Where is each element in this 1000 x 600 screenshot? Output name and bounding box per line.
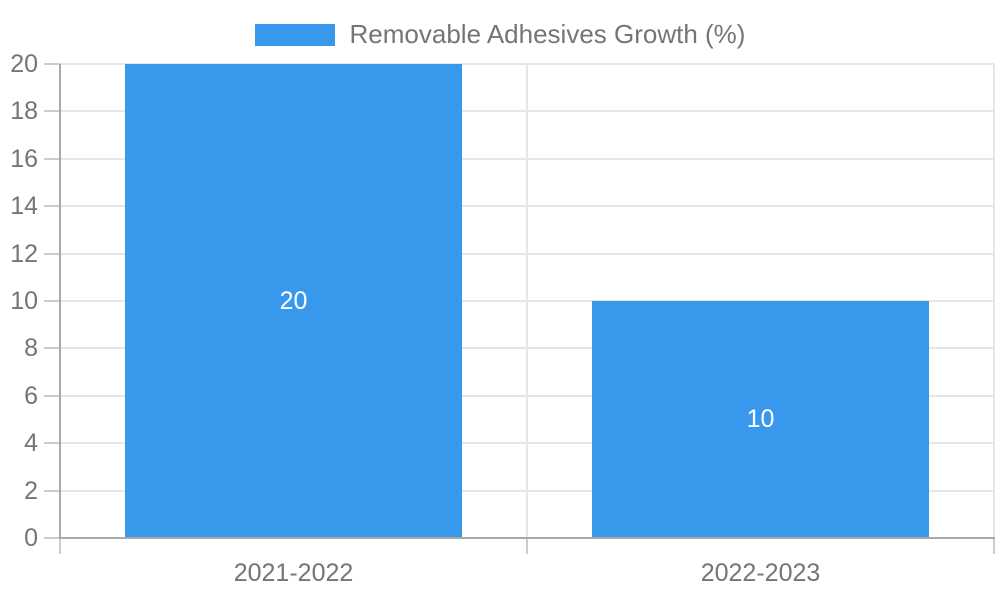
x-axis-tick bbox=[59, 538, 61, 554]
x-axis-tick bbox=[526, 538, 528, 554]
y-axis-tick-label: 6 bbox=[24, 381, 38, 410]
y-axis-tick bbox=[44, 489, 60, 492]
y-axis-tick bbox=[44, 537, 60, 539]
y-axis-tick bbox=[44, 442, 60, 445]
y-axis-tick-label: 8 bbox=[24, 334, 38, 363]
x-axis-line bbox=[59, 537, 995, 539]
y-axis-tick bbox=[44, 394, 60, 397]
y-axis-tick-label: 16 bbox=[10, 144, 38, 173]
y-axis-tick-label: 14 bbox=[10, 192, 38, 221]
y-axis-tick bbox=[44, 205, 60, 208]
y-axis-tick bbox=[44, 63, 60, 65]
bar-value-label: 20 bbox=[279, 286, 308, 315]
gridline-vertical bbox=[526, 64, 528, 538]
gridline-vertical bbox=[993, 64, 995, 538]
y-axis-tick bbox=[44, 252, 60, 255]
chart-legend: Removable Adhesives Growth (%) bbox=[0, 19, 1000, 50]
plot-area: 0 2 4 6 8 10 12 14 16 18 20 20 2021-2022 10 2022-2023 bbox=[10, 50, 995, 587]
y-axis-tick-label: 4 bbox=[24, 429, 38, 458]
legend-label: Removable Adhesives Growth (%) bbox=[349, 19, 746, 49]
bar-value-label: 10 bbox=[746, 405, 775, 433]
y-axis-tick bbox=[44, 300, 60, 302]
legend-swatch bbox=[254, 23, 335, 46]
y-axis-tick bbox=[44, 157, 60, 160]
y-axis-tick-label: 20 bbox=[10, 50, 38, 78]
y-axis-tick bbox=[44, 347, 60, 350]
bar: 10 bbox=[592, 301, 929, 538]
x-axis-category-label: 2022-2023 bbox=[700, 559, 821, 587]
y-axis-tick-label: 0 bbox=[24, 524, 38, 552]
y-axis-tick-label: 18 bbox=[10, 97, 38, 126]
y-axis-tick-label: 12 bbox=[10, 239, 38, 268]
x-axis-tick bbox=[993, 538, 995, 554]
y-axis-tick-label: 2 bbox=[24, 476, 38, 505]
y-axis-tick-label: 10 bbox=[10, 287, 38, 315]
y-axis-tick bbox=[44, 110, 60, 113]
x-axis-category-label: 2021-2022 bbox=[233, 559, 354, 587]
bar: 20 bbox=[125, 64, 462, 538]
y-axis-line bbox=[59, 64, 61, 538]
